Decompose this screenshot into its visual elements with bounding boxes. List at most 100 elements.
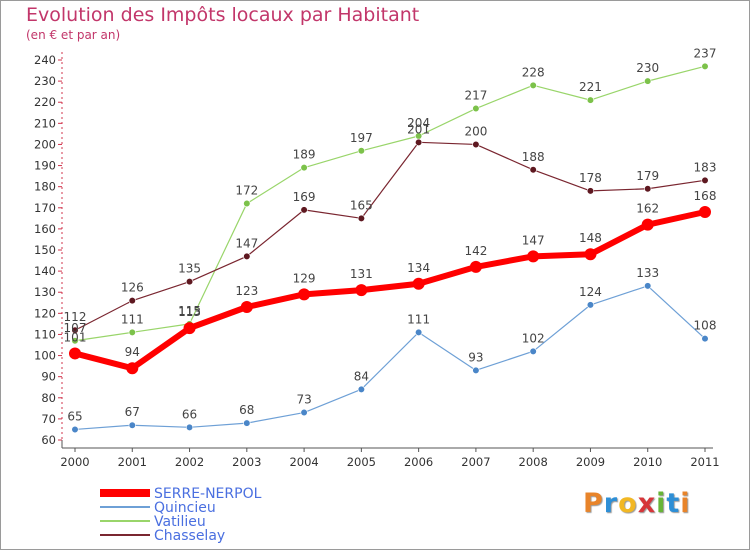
logo-letter: P (583, 488, 604, 519)
proxiti-logo: Proxiti (583, 488, 691, 519)
data-point-serre-nerpol (699, 206, 711, 218)
y-tick-label: 80 (41, 391, 56, 405)
data-point-chasselay (472, 140, 480, 149)
data-label-vatilieu: 221 (579, 80, 602, 94)
y-tick-label: 220 (34, 95, 56, 109)
data-label-chasselay: 200 (464, 124, 487, 138)
data-point-chasselay (529, 166, 537, 174)
data-point-chasselay (357, 214, 365, 222)
data-label-chasselay: 135 (178, 262, 201, 276)
data-label-chasselay: 147 (235, 236, 258, 250)
data-point-quincieu (529, 347, 537, 355)
data-point-chasselay (644, 185, 652, 193)
data-point-serre-nerpol (126, 362, 139, 375)
data-point-chasselay (243, 252, 251, 260)
data-label-quincieu: 73 (296, 393, 311, 407)
data-label-serre-nerpol: 131 (350, 267, 373, 281)
data-point-quincieu (243, 419, 251, 427)
data-label-vatilieu: 228 (522, 65, 545, 79)
data-label-quincieu: 68 (239, 403, 254, 417)
legend-label-chasselay: Chasselay (154, 528, 225, 544)
data-point-serre-nerpol (355, 284, 368, 297)
y-tick-label: 240 (34, 53, 56, 67)
data-point-chasselay (586, 187, 595, 195)
data-label-serre-nerpol: 113 (178, 305, 201, 319)
x-tick-label: 2004 (289, 455, 318, 469)
data-label-vatilieu: 107 (64, 321, 87, 335)
x-tick-label: 2008 (519, 455, 548, 469)
x-tick-label: 2007 (461, 455, 490, 469)
y-tick-label: 230 (34, 74, 56, 88)
x-tick-label: 2011 (690, 455, 719, 469)
data-point-quincieu (644, 282, 652, 290)
x-tick-label: 2003 (232, 455, 261, 469)
data-label-quincieu: 66 (182, 407, 197, 421)
data-label-serre-nerpol: 129 (293, 271, 316, 285)
chart-subtitle: (en € et par an) (26, 28, 121, 42)
data-label-vatilieu: 111 (121, 312, 144, 326)
y-tick-label: 140 (34, 264, 56, 278)
series-line-vatilieu (74, 65, 706, 342)
data-label-vatilieu: 204 (407, 116, 430, 130)
data-label-quincieu: 111 (407, 312, 430, 326)
logo-letter: r (603, 488, 619, 519)
x-tick-label: 2000 (60, 455, 89, 469)
chart-axes: 60 70 80 90 100 110 120 130 140 150 160 170 180 190 20… (34, 52, 720, 469)
series-layer (69, 62, 711, 434)
legend-label-vatilieu: Vatilieu (154, 514, 206, 530)
y-tick-label: 100 (34, 349, 56, 363)
y-tick-label: 150 (34, 243, 56, 257)
x-tick-label: 2002 (175, 455, 204, 469)
x-tick-label: 2006 (404, 455, 433, 469)
logo-letter: o (618, 488, 638, 519)
y-tick-label: 90 (41, 370, 56, 384)
legend-label-serre-nerpol: SERRE-NERPOL (154, 486, 262, 502)
data-point-serre-nerpol (183, 322, 196, 335)
y-tick-label: 120 (34, 306, 56, 320)
data-label-chasselay: 169 (293, 190, 316, 204)
data-labels: 107 111 115 172 189 197 204 217 228 221 230 237 112 1… (64, 46, 717, 423)
data-label-serre-nerpol: 168 (694, 189, 717, 203)
series-line-chasselay (74, 141, 706, 331)
data-point-chasselay (300, 206, 308, 214)
data-label-quincieu: 93 (468, 350, 483, 364)
y-tick-label: 210 (34, 116, 56, 130)
data-point-vatilieu (128, 328, 136, 336)
data-point-quincieu (586, 301, 595, 309)
data-label-chasselay: 126 (121, 281, 144, 295)
data-point-vatilieu (357, 147, 365, 155)
data-point-quincieu (185, 423, 194, 431)
data-label-serre-nerpol: 94 (125, 345, 140, 359)
data-label-chasselay: 188 (522, 150, 545, 164)
data-point-vatilieu (701, 62, 709, 70)
data-point-vatilieu (644, 77, 652, 85)
data-label-quincieu: 65 (67, 409, 82, 423)
data-point-chasselay (71, 326, 79, 334)
data-point-vatilieu (529, 81, 537, 89)
y-tick-label: 200 (34, 137, 56, 151)
y-tick-label: 170 (34, 201, 56, 215)
series-line-quincieu (74, 285, 706, 431)
y-tick-label: 180 (34, 180, 56, 194)
chart-title: Evolution des Impôts locaux par Habitant (26, 4, 420, 26)
data-point-serre-nerpol (240, 301, 253, 313)
x-tick-label: 2005 (347, 455, 376, 469)
data-point-quincieu (128, 421, 136, 429)
logo-letter: i (680, 488, 691, 519)
data-point-quincieu (300, 408, 308, 417)
y-tick-label: 160 (34, 222, 56, 236)
data-label-vatilieu: 230 (636, 61, 659, 75)
data-point-serre-nerpol (641, 218, 654, 231)
data-label-vatilieu: 115 (178, 304, 201, 318)
data-label-serre-nerpol: 147 (522, 233, 545, 247)
data-label-serre-nerpol: 162 (636, 202, 659, 216)
data-point-serre-nerpol (298, 288, 311, 301)
data-label-quincieu: 67 (125, 405, 140, 419)
legend-label-quincieu: Quincieu (154, 500, 216, 516)
data-label-vatilieu: 189 (293, 148, 316, 162)
series-line-serre-nerpol (72, 209, 708, 372)
data-label-quincieu: 108 (694, 319, 717, 333)
data-point-vatilieu (300, 164, 308, 172)
